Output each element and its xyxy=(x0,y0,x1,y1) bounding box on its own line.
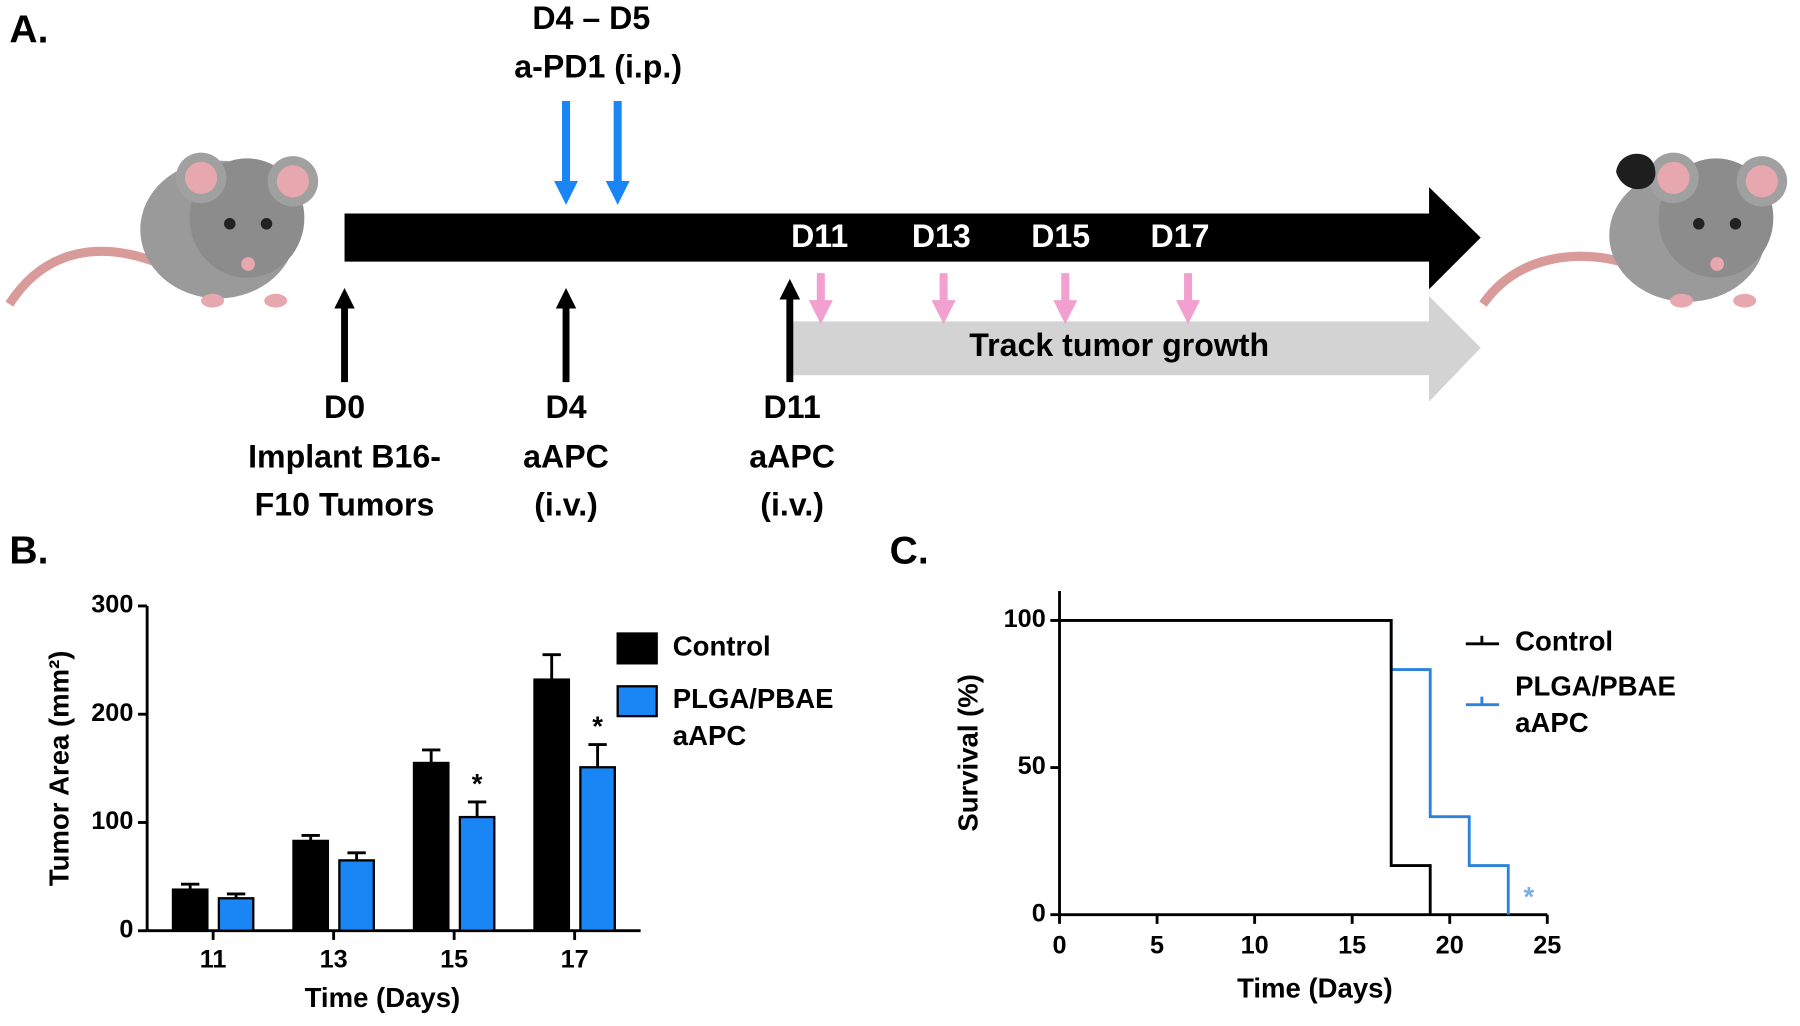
treatment-label: D4 – D5 xyxy=(532,0,650,36)
y-tick-label: 100 xyxy=(91,807,133,835)
y-tick-label: 0 xyxy=(1032,899,1046,927)
timepoint-label: D15 xyxy=(1031,218,1090,254)
x-tick-label: 20 xyxy=(1436,931,1464,959)
panel-label: A. xyxy=(9,8,48,51)
y-axis-label: Tumor Area (mm²) xyxy=(43,651,74,887)
treatment-label: a-PD1 (i.p.) xyxy=(514,48,682,84)
legend-label: Control xyxy=(1515,626,1614,658)
survival-line xyxy=(1059,619,1432,915)
x-tick-label: 17 xyxy=(561,945,589,973)
treatment-arrows xyxy=(553,100,630,205)
x-tick-label: 25 xyxy=(1533,931,1561,959)
timepoint-label: D13 xyxy=(912,218,971,254)
x-tick-label: 10 xyxy=(1241,931,1269,959)
bar xyxy=(338,859,375,932)
bar xyxy=(217,897,255,932)
y-tick-label: 200 xyxy=(91,699,133,727)
legend-label-box: Control xyxy=(1515,626,1614,658)
bar xyxy=(412,761,450,932)
event-label: aAPC xyxy=(749,439,835,475)
significance-label: * xyxy=(592,711,603,742)
event-label: D4 xyxy=(545,389,586,425)
bar xyxy=(533,678,571,932)
mouse-icon xyxy=(5,152,319,308)
measure-arrows xyxy=(808,273,1201,325)
error-bar xyxy=(588,743,607,768)
x-axis-label: Time (Days) xyxy=(1237,973,1393,1004)
timeline-arrow xyxy=(344,187,1481,290)
y-axis-label: Survival (%) xyxy=(952,674,983,832)
bar xyxy=(458,815,496,932)
panel-label: B. xyxy=(9,529,48,572)
legend-swatch xyxy=(616,685,658,718)
x-tick-label: 5 xyxy=(1150,931,1164,959)
x-tick-label: 11 xyxy=(200,945,227,973)
timepoint-label: D17 xyxy=(1151,218,1210,254)
significance-label: * xyxy=(472,768,483,799)
error-bar xyxy=(347,851,366,861)
error-bar xyxy=(422,748,441,763)
legend-label: PLGA/PBAE aAPC xyxy=(1515,671,1676,740)
legend-label-box: PLGA/PBAE aAPC xyxy=(1515,671,1676,740)
event-label: Implant B16- xyxy=(248,439,441,475)
mouse-icon xyxy=(1479,152,1788,308)
x-tick-label: 15 xyxy=(1338,931,1366,959)
event-label: (i.v.) xyxy=(760,487,824,523)
error-bar xyxy=(542,653,561,680)
bar xyxy=(579,766,616,932)
error-bar xyxy=(467,800,487,818)
bar xyxy=(292,839,330,932)
y-tick-label: 100 xyxy=(1004,605,1046,633)
y-tick-label: 300 xyxy=(91,591,133,619)
event-label: aAPC xyxy=(523,439,609,475)
x-tick-label: 15 xyxy=(440,945,468,973)
event-label: D11 xyxy=(764,389,821,425)
event-label: (i.v.) xyxy=(534,487,598,523)
survival-line xyxy=(1059,619,1510,915)
legend-label-box: Control xyxy=(672,631,771,663)
x-axis-label: Time (Days) xyxy=(305,982,461,1013)
legend-label-box: PLGA/PBAE aAPC xyxy=(672,684,834,752)
x-tick-label: 0 xyxy=(1053,931,1067,959)
significance-label: * xyxy=(1524,881,1535,912)
track-arrow xyxy=(792,296,1481,402)
event-label: F10 Tumors xyxy=(255,487,435,523)
y-tick-label: 50 xyxy=(1018,752,1046,780)
bar xyxy=(171,888,209,932)
event-label: D0 xyxy=(324,389,365,425)
panel-label: C. xyxy=(890,529,929,572)
x-tick-label: 13 xyxy=(320,945,348,973)
event-arrows xyxy=(334,278,801,383)
legend-swatch xyxy=(616,632,658,665)
legend-label: Control xyxy=(672,631,771,663)
y-tick-label: 0 xyxy=(119,915,133,943)
track-label: Track tumor growth xyxy=(969,327,1269,363)
timepoint-label: D11 xyxy=(791,218,848,254)
legend-label: PLGA/PBAE aAPC xyxy=(672,684,834,752)
